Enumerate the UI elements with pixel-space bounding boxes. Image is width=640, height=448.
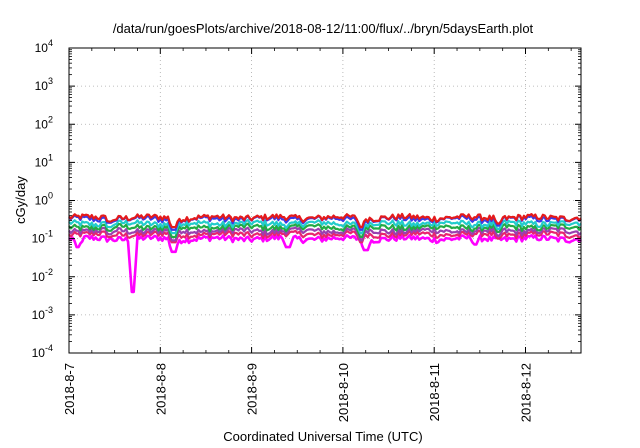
grid [69, 48, 581, 353]
series-line [68, 212, 582, 229]
series-line [68, 222, 582, 239]
x-axis: 2018-8-7 2018-8-8 2018-8-9 2018-8-10 2018-8-… [62, 48, 572, 422]
y-tick-exponent: -4 [45, 343, 53, 353]
y-tick-base: 10 [35, 194, 49, 208]
y-tick-base: 10 [32, 308, 46, 322]
y-tick-label: 10-2 [32, 267, 53, 284]
x-tick-label: 2018-8-7 [62, 363, 77, 415]
x-tick-label: 2018-8-12 [519, 363, 534, 422]
y-tick-exponent: 4 [48, 38, 53, 48]
y-tick-base: 10 [32, 346, 46, 360]
y-tick-base: 10 [35, 41, 49, 55]
x-tick-label: 2018-8-10 [336, 363, 351, 422]
x-tick-label: 2018-8-11 [427, 363, 442, 421]
y-tick-label: 103 [35, 76, 53, 93]
chart-title: /data/run/goesPlots/archive/2018-08-12/1… [113, 21, 534, 36]
y-tick-exponent: -2 [45, 267, 53, 277]
y-axis-label: cGy/day [13, 176, 28, 224]
y-tick-label: 10-3 [32, 305, 53, 322]
x-axis-label: Coordinated Universal Time (UTC) [223, 429, 422, 444]
series-line [68, 226, 582, 242]
y-tick-base: 10 [35, 155, 49, 169]
y-tick-exponent: 1 [48, 152, 53, 162]
series-group [68, 212, 582, 294]
y-tick-label: 100 [35, 191, 53, 208]
series-line [68, 229, 582, 244]
y-tick-label: 104 [35, 38, 53, 55]
y-tick-base: 10 [32, 232, 46, 246]
y-tick-base: 10 [32, 270, 46, 284]
y-tick-exponent: 0 [48, 191, 53, 201]
y-tick-label: 10-1 [32, 229, 53, 246]
y-tick-label: 10-4 [32, 343, 53, 360]
series-line [68, 219, 582, 235]
y-tick-exponent: 2 [48, 114, 53, 124]
y-tick-label: 102 [35, 114, 53, 131]
series-line [68, 233, 582, 294]
y-tick-exponent: 3 [48, 76, 53, 86]
y-tick-exponent: -1 [45, 229, 53, 239]
x-tick-label: 2018-8-9 [245, 363, 260, 415]
y-tick-label: 101 [35, 152, 53, 169]
y-tick-base: 10 [35, 117, 49, 131]
x-tick-label: 2018-8-8 [153, 363, 168, 415]
y-tick-exponent: -3 [45, 305, 53, 315]
y-tick-base: 10 [35, 79, 49, 93]
